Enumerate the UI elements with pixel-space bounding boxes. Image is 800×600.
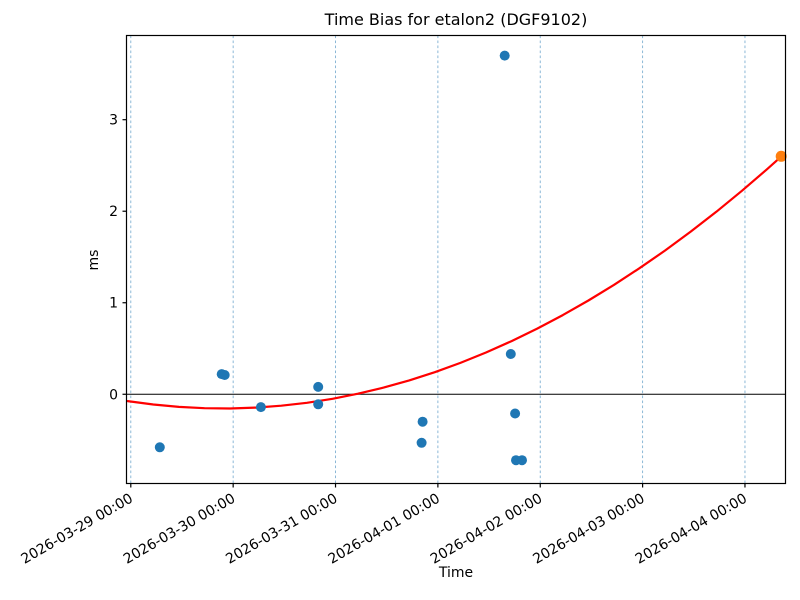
extrapolated-point-marker — [775, 150, 787, 162]
x-tick-label: 2026-04-04 00:00 — [633, 491, 750, 568]
plot-frame — [125, 34, 787, 485]
y-tick-label: 1 — [109, 296, 118, 312]
observations-marker — [219, 370, 230, 380]
x-axis-label: Time — [438, 565, 474, 581]
observations-marker — [517, 455, 527, 466]
x-tick-label: 2026-04-02 00:00 — [428, 491, 545, 568]
observations-marker — [510, 408, 521, 419]
y-tick-label: 0 — [109, 387, 118, 403]
observations-marker — [417, 416, 428, 427]
x-tick-label: 2026-03-30 00:00 — [121, 491, 238, 568]
observations-marker — [154, 442, 165, 453]
y-tick-label: 2 — [109, 204, 118, 220]
observations-marker — [255, 402, 266, 413]
observations-marker — [416, 437, 427, 448]
x-tick-label: 2026-03-29 00:00 — [19, 491, 136, 568]
observations-marker — [313, 399, 324, 410]
x-tick-label: 2026-04-01 00:00 — [326, 491, 443, 568]
observations-marker — [313, 381, 324, 392]
observations-marker — [499, 50, 510, 61]
chart-title: Time Bias for etalon2 (DGF9102) — [324, 10, 588, 29]
fit-curve — [126, 155, 783, 410]
x-tick-label: 2026-04-03 00:00 — [530, 491, 647, 568]
x-tick-label: 2026-03-31 00:00 — [223, 491, 340, 568]
y-tick-label: 3 — [109, 113, 118, 129]
observations-marker — [505, 349, 516, 359]
